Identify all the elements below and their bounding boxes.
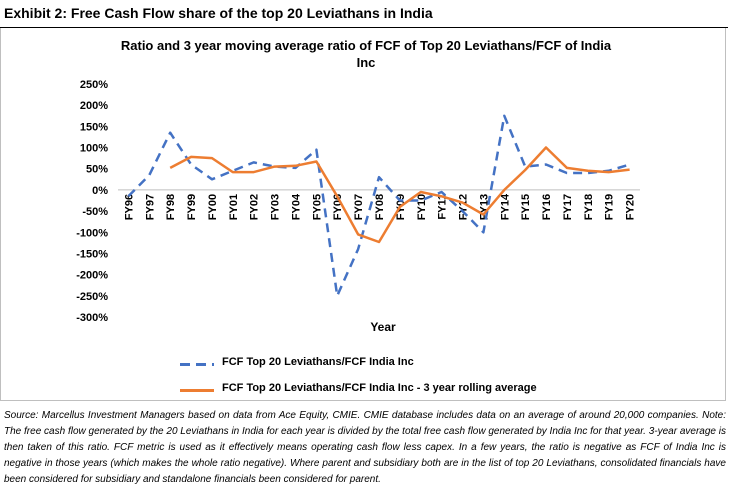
y-tick-label: 0%: [92, 185, 108, 197]
x-tick-label: FY19: [604, 194, 616, 220]
y-tick-label: -250%: [76, 291, 108, 303]
x-tick-label: FY17: [562, 194, 574, 220]
legend-label-series-1: FCF Top 20 Leviathans/FCF India Inc: [222, 356, 414, 368]
x-tick-label: FY01: [228, 194, 240, 220]
x-tick-label: FY10: [416, 194, 428, 220]
x-tick-label: FY04: [290, 193, 302, 220]
series-line-2: [169, 146, 630, 244]
y-tick-label: 150%: [80, 121, 108, 133]
x-tick-label: FY11: [437, 194, 449, 220]
x-tick-label: FY97: [144, 194, 156, 220]
x-tick-label: FY20: [625, 194, 637, 220]
chart-title-line-2: Inc: [356, 55, 376, 70]
y-tick-label: 100%: [80, 143, 108, 155]
x-tick-label: FY16: [541, 194, 553, 220]
legend-swatch-dashed: [180, 363, 214, 366]
x-tick-label: FY08: [374, 194, 386, 220]
chart-title: Ratio and 3 year moving average ratio of…: [0, 37, 732, 71]
series-line-1: [127, 114, 630, 298]
legend-swatch-solid: [180, 389, 214, 392]
y-tick-label: -50%: [82, 206, 108, 218]
x-tick-label: FY99: [186, 194, 198, 220]
x-tick-label: FY02: [249, 194, 261, 220]
y-tick-label: -300%: [76, 312, 108, 324]
x-tick-label: FY06: [332, 194, 344, 220]
legend: FCF Top 20 Leviathans/FCF India Inc FCF …: [180, 353, 700, 405]
legend-item-series-2: FCF Top 20 Leviathans/FCF India Inc - 3 …: [180, 379, 700, 401]
header-rule: [0, 27, 728, 28]
y-tick-label: -100%: [76, 227, 108, 239]
x-tick-label: FY07: [353, 194, 365, 220]
x-tick-label: FY15: [520, 194, 532, 220]
x-tick-label: FY12: [458, 194, 470, 220]
y-tick-label: -150%: [76, 248, 108, 260]
line-chart: 250% 200% 150% 100% 50% 0% -50% -100% -150% -200%…: [76, 79, 640, 334]
x-tick-label: FY03: [270, 194, 282, 220]
y-tick-label: -200%: [76, 270, 108, 282]
chart-title-line-1: Ratio and 3 year moving average ratio of…: [120, 38, 612, 53]
exhibit-header: Exhibit 2: Free Cash Flow share of the t…: [4, 5, 433, 21]
x-tick-label: FY96: [123, 194, 135, 220]
x-tick-label: FY18: [583, 194, 595, 220]
y-tick-label: 50%: [86, 164, 108, 176]
x-axis-title: Year: [370, 320, 396, 334]
source-note: Source: Marcellus Investment Managers ba…: [4, 410, 726, 485]
y-tick-label: 200%: [80, 100, 108, 112]
y-tick-label: 250%: [80, 79, 108, 91]
x-tick-label: FY98: [165, 194, 177, 220]
x-tick-label: FY00: [207, 194, 219, 220]
x-tick-label: FY14: [499, 193, 511, 220]
legend-item-series-1: FCF Top 20 Leviathans/FCF India Inc: [180, 353, 700, 375]
chart-frame: [0, 28, 726, 401]
x-tick-label: FY05: [311, 194, 323, 220]
legend-label-series-2: FCF Top 20 Leviathans/FCF India Inc - 3 …: [222, 382, 537, 394]
